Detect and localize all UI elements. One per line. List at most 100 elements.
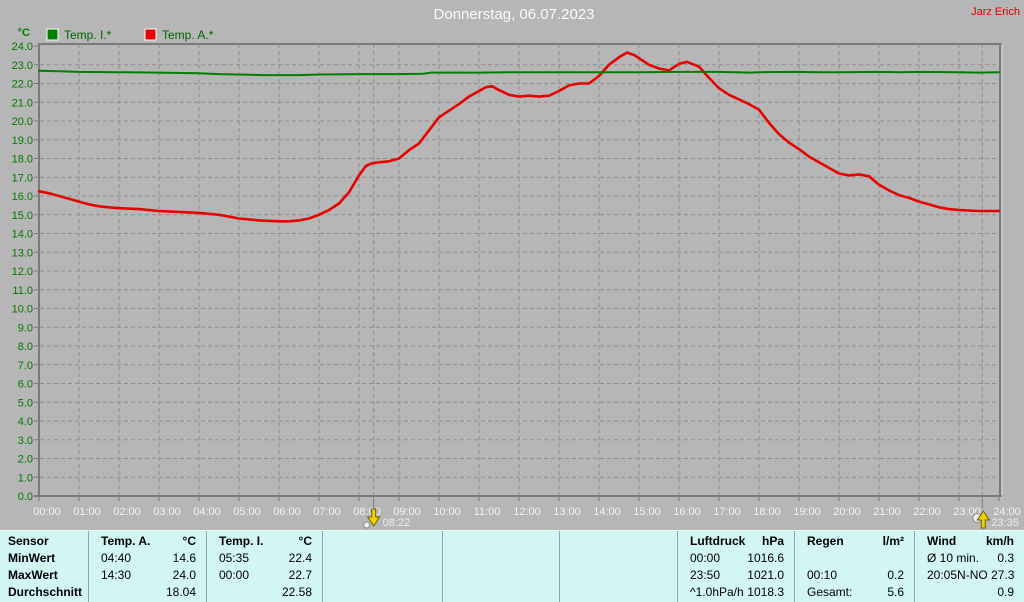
time-marker: 23:35 [972,510,1019,529]
empty-2-maxwert [443,567,559,584]
header-temp-a-left: Temp. A. [101,534,151,548]
empty-2-minwert [443,550,559,567]
y-tick-label: 9.0 [18,322,33,334]
header-luftdruck-right: hPa [761,534,784,548]
x-tick-label: 17:00 [713,506,741,518]
empty-1-durchschnitt [323,584,442,601]
table-column-regen: Regen l/m² 00:10 0.2 Gesamt: 5.6 [794,531,914,602]
empty-1-maxwert [323,567,442,584]
legend-label-temp-a: Temp. A.* [162,28,214,42]
x-tick-label: 16:00 [673,506,701,518]
stats-table: Sensor MinWert MaxWert Durchschnitt Temp. A.… [0,530,1024,602]
temp-i-durchschnitt-right: 22.58 [281,585,312,599]
y-tick-label: 3.0 [18,435,33,447]
wind-durchschnitt-right: 0.9 [997,585,1014,599]
row-label-minwert-left: MinWert [8,551,56,565]
row-label-sensor-left: Sensor [8,534,49,548]
wind-durchschnitt: 0.9 [915,584,1024,601]
regen-durchschnitt-left: Gesamt: [807,585,853,599]
temp-a-maxwert-left: 14:30 [101,568,132,582]
y-tick-label: 8.0 [18,341,33,353]
y-tick-label: 1.0 [18,472,33,484]
table-column-luftdruck: Luftdruck hPa 00:00 1016.6 23:50 1021.0 ^1.0hP… [677,531,794,602]
cloud-icon [363,521,371,529]
regen-maxwert-left: 00:10 [807,568,838,582]
temp-a-minwert-left: 04:40 [101,551,132,565]
luftdruck-minwert: 00:00 1016.6 [678,550,794,567]
temperature-day-chart: Donnerstag, 06.07.2023 Jarz Erich °C Tem… [12,6,1021,529]
x-tick-label: 09:00 [393,506,421,518]
temp-a-maxwert: 14:30 24.0 [89,567,206,584]
x-tick-label: 15:00 [633,506,661,518]
arrow-down-icon [366,508,381,527]
x-tick-label: 02:00 [113,506,141,518]
x-tick-label: 10:00 [433,506,461,518]
y-tick-label: 7.0 [18,360,33,372]
header-luftdruck: Luftdruck hPa [678,533,794,550]
x-tick-label: 13:00 [553,506,581,518]
x-tick-label: 20:00 [833,506,861,518]
row-label-maxwert: MaxWert [0,567,88,584]
y-tick-label: 24.0 [12,41,33,53]
header-wind-right: km/h [985,534,1014,548]
row-label-minwert: MinWert [0,550,88,567]
wind-maxwert-right: N-NO 27.3 [957,568,1015,582]
y-tick-label: 5.0 [18,397,33,409]
empty-3-minwert [560,550,677,567]
table-column-temp-a: Temp. A. °C 04:40 14.6 14:30 24.0 18.04 [88,531,206,602]
y-tick-label: 14.0 [12,229,33,241]
x-tick-label: 14:00 [593,506,621,518]
header-regen-right: l/m² [882,534,904,548]
x-tick-label: 11:00 [474,506,501,518]
header-empty-2 [443,533,559,550]
plot-area: 0.0 1.0 2.0 3.0 4.0 5.0 6.0 7.0 8.0 9.0 10.0 11.0 12… [12,41,1021,529]
legend-label-temp-i: Temp. I.* [64,28,112,42]
header-empty-3 [560,533,677,550]
regen-maxwert: 00:10 0.2 [795,567,914,584]
row-label-maxwert-left: MaxWert [8,568,58,582]
x-tick-label: 07:00 [313,506,341,518]
empty-3-durchschnitt [560,584,677,601]
row-label-durchschnitt-left: Durchschnitt [8,585,83,599]
empty-2-durchschnitt [443,584,559,601]
x-tick-label: 05:00 [233,506,261,518]
header-temp-i: Temp. I. °C [207,533,322,550]
temp-i-maxwert: 00:00 22.7 [207,567,322,584]
header-regen-left: Regen [807,534,844,548]
temp-a-durchschnitt: 18.04 [89,584,206,601]
time-marker-label: 23:35 [991,517,1019,529]
y-tick-label: 21.0 [12,97,33,109]
table-column-wind: Wind km/h Ø 10 min. 0.3 20:05 N-NO 27.3 0.9 [914,531,1024,602]
row-label-durchschnitt: Durchschnitt [0,584,88,601]
row-label-sensor: Sensor [0,533,88,550]
y-tick-label: 17.0 [12,172,33,184]
temp-i-maxwert-left: 00:00 [219,568,250,582]
table-column-empty-2 [442,531,559,602]
x-tick-label: 22:00 [913,506,941,518]
wind-minwert-right: 0.3 [997,551,1014,565]
y-tick-label: 6.0 [18,379,33,391]
temp-a-minwert-right: 14.6 [172,551,196,565]
temp-i-minwert-left: 05:35 [219,551,250,565]
header-temp-i-left: Temp. I. [219,534,264,548]
y-tick-label: 22.0 [12,79,33,91]
x-tick-label: 04:00 [193,506,221,518]
temp-a-minwert: 04:40 14.6 [89,550,206,567]
x-tick-label: 08:00 [353,506,381,518]
legend: Temp. I.* Temp. A.* [46,28,214,42]
header-temp-a-right: °C [182,534,196,548]
header-luftdruck-left: Luftdruck [690,534,746,548]
legend-swatch-temp-i [46,28,59,41]
header-wind: Wind km/h [915,533,1024,550]
y-tick-label: 2.0 [18,454,33,466]
wind-minwert-left: Ø 10 min. [927,551,980,565]
regen-durchschnitt: Gesamt: 5.6 [795,584,914,601]
time-marker-label: 08:22 [383,517,411,529]
series-line-temp-i [38,69,1000,77]
y-tick-label: 15.0 [12,210,33,222]
header-empty-1 [323,533,442,550]
table-column-row-labels: Sensor MinWert MaxWert Durchschnitt [0,531,88,602]
x-tick-label: 12:00 [513,506,541,518]
luftdruck-minwert-right: 1016.6 [747,551,784,565]
